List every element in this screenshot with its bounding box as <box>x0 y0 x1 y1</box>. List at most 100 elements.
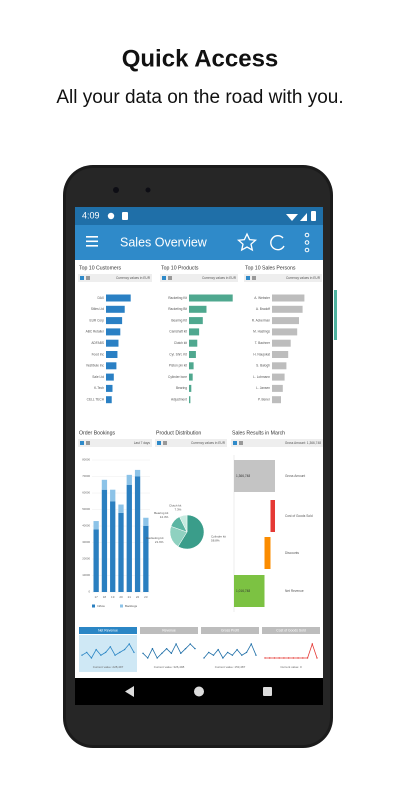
bar <box>272 351 289 358</box>
spark-point <box>208 651 210 654</box>
bar <box>110 489 116 502</box>
spark-point <box>231 654 234 656</box>
bar <box>272 328 298 336</box>
spark-point <box>180 652 182 655</box>
spark-point <box>212 654 215 656</box>
side-accent <box>334 290 337 340</box>
spark-point <box>165 647 168 650</box>
more-button[interactable] <box>304 232 310 253</box>
spark-point <box>170 652 173 655</box>
bar-label: T. Bachner <box>255 341 271 345</box>
kpi-header <box>262 627 320 634</box>
refresh-button[interactable] <box>270 235 285 251</box>
x-tick-label: 21 <box>128 595 132 599</box>
x-tick-label: 17 <box>94 595 98 599</box>
bar <box>126 484 132 592</box>
sparkline <box>81 643 135 659</box>
y-tick-label: 80000 <box>82 458 90 462</box>
bar <box>101 479 108 490</box>
bar <box>272 339 291 347</box>
bar <box>106 362 117 370</box>
legend-label: Inflow <box>97 604 106 608</box>
recents-button[interactable] <box>263 687 272 696</box>
spark-point <box>226 651 229 654</box>
dashboard: Top 10 Customers Currency values in EUR DA… <box>78 265 323 672</box>
bar-label: EUR Corp <box>89 318 104 322</box>
y-tick-label: 30000 <box>82 540 90 544</box>
status-icon <box>122 212 128 220</box>
subheadline: All your data on the road with you. <box>56 87 343 108</box>
y-tick-label: 50000 <box>82 507 90 511</box>
panel-note: Currency values in EUR <box>286 276 321 280</box>
spark-point <box>86 651 88 654</box>
table-icon <box>239 441 243 445</box>
bar-label: P. Bener <box>258 398 271 402</box>
back-button[interactable] <box>125 686 134 697</box>
bar <box>189 384 192 392</box>
pie-slice <box>177 514 205 550</box>
spark-point <box>241 654 243 656</box>
row-label: Net Revenue <box>285 589 304 593</box>
spark-point <box>217 648 219 651</box>
x-tick-label: 23 <box>144 595 148 599</box>
spark-point <box>161 652 163 655</box>
sensor <box>145 187 151 193</box>
bar <box>106 294 131 302</box>
spark-point <box>250 643 252 645</box>
spark-point <box>128 643 130 645</box>
bar <box>272 384 283 392</box>
spark-point <box>95 648 97 651</box>
panel-title: Top 10 Customers <box>79 265 122 271</box>
bar <box>134 469 141 477</box>
menu-button[interactable] <box>86 236 98 247</box>
screen <box>75 207 323 705</box>
table-icon <box>252 276 256 280</box>
bar <box>106 384 113 392</box>
bar-label: CELL TECH <box>87 398 105 402</box>
bar <box>189 317 203 325</box>
spark-point <box>194 647 196 650</box>
panel-note: Gross Amount: 1,366,748 <box>285 441 321 445</box>
spark-point <box>81 654 83 656</box>
row-label: Cost of Goods Sold <box>285 514 313 518</box>
bar-label: Racketing Kit <box>168 296 187 300</box>
bar <box>272 294 305 302</box>
bar-label: Camshaft kit <box>169 330 187 334</box>
kpi-header <box>79 627 137 634</box>
table-icon <box>163 441 167 445</box>
spark-point <box>189 643 191 645</box>
bar <box>272 362 287 370</box>
panel-toolbar <box>78 274 152 282</box>
wifi-icon <box>286 214 298 221</box>
bar <box>134 476 141 592</box>
camera <box>113 187 119 193</box>
bar-label: R. Ackerman <box>252 318 270 322</box>
bar <box>272 373 285 381</box>
bar <box>106 328 121 336</box>
favorite-button[interactable] <box>236 232 258 252</box>
spark-point <box>123 648 126 651</box>
panel-toolbar <box>155 439 227 447</box>
spark-point <box>278 657 280 659</box>
bar <box>106 305 125 313</box>
kpi-title: Net Revenue <box>98 628 118 632</box>
spark-point <box>90 657 93 659</box>
waterfall-bar <box>234 575 265 607</box>
panel-title: Top 10 Sales Persons <box>245 265 296 271</box>
kpi-header <box>140 627 198 634</box>
panel-title: Product Distribution <box>156 430 201 436</box>
spark-point <box>109 646 112 648</box>
bar <box>110 501 116 592</box>
bar-label: Vestibule Inc <box>86 364 104 368</box>
bar <box>106 373 114 381</box>
filter-icon <box>80 276 84 280</box>
sparkline <box>265 642 318 659</box>
bar-label: Bearing <box>176 386 187 390</box>
slice-label: Bearing kit <box>154 511 168 515</box>
bar <box>126 474 132 485</box>
app-bar <box>75 225 323 260</box>
bar-label: Food Inc <box>92 352 105 356</box>
spark-point <box>203 657 205 659</box>
spark-point <box>306 657 309 659</box>
home-button[interactable] <box>194 686 204 697</box>
